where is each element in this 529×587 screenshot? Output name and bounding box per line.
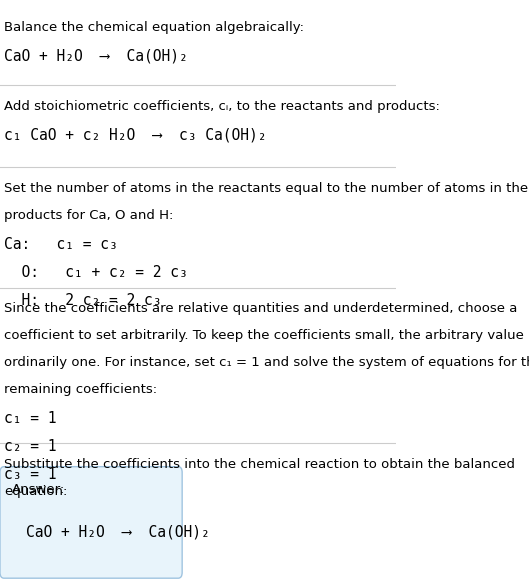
Text: Set the number of atoms in the reactants equal to the number of atoms in the: Set the number of atoms in the reactants… bbox=[4, 182, 528, 195]
Text: Add stoichiometric coefficients, cᵢ, to the reactants and products:: Add stoichiometric coefficients, cᵢ, to … bbox=[4, 100, 440, 113]
Text: coefficient to set arbitrarily. To keep the coefficients small, the arbitrary va: coefficient to set arbitrarily. To keep … bbox=[4, 329, 529, 342]
Text: H:   2 c₂ = 2 c₃: H: 2 c₂ = 2 c₃ bbox=[4, 294, 161, 308]
Text: CaO + H₂O  ⟶  Ca(OH)₂: CaO + H₂O ⟶ Ca(OH)₂ bbox=[26, 525, 209, 540]
Text: Balance the chemical equation algebraically:: Balance the chemical equation algebraica… bbox=[4, 21, 304, 33]
Text: O:   c₁ + c₂ = 2 c₃: O: c₁ + c₂ = 2 c₃ bbox=[4, 265, 188, 280]
FancyBboxPatch shape bbox=[0, 467, 182, 578]
Text: c₁ CaO + c₂ H₂O  ⟶  c₃ Ca(OH)₂: c₁ CaO + c₂ H₂O ⟶ c₃ Ca(OH)₂ bbox=[4, 128, 267, 143]
Text: equation:: equation: bbox=[4, 485, 67, 498]
Text: products for Ca, O and H:: products for Ca, O and H: bbox=[4, 209, 174, 222]
Text: ordinarily one. For instance, set c₁ = 1 and solve the system of equations for t: ordinarily one. For instance, set c₁ = 1… bbox=[4, 356, 529, 369]
Text: Answer:: Answer: bbox=[12, 483, 65, 496]
Text: c₂ = 1: c₂ = 1 bbox=[4, 439, 57, 454]
Text: CaO + H₂O  ⟶  Ca(OH)₂: CaO + H₂O ⟶ Ca(OH)₂ bbox=[4, 49, 188, 64]
Text: c₁ = 1: c₁ = 1 bbox=[4, 411, 57, 426]
Text: c₃ = 1: c₃ = 1 bbox=[4, 467, 57, 482]
Text: Substitute the coefficients into the chemical reaction to obtain the balanced: Substitute the coefficients into the che… bbox=[4, 458, 515, 471]
Text: remaining coefficients:: remaining coefficients: bbox=[4, 383, 157, 396]
Text: Since the coefficients are relative quantities and underdetermined, choose a: Since the coefficients are relative quan… bbox=[4, 302, 517, 315]
Text: Ca:   c₁ = c₃: Ca: c₁ = c₃ bbox=[4, 237, 118, 252]
